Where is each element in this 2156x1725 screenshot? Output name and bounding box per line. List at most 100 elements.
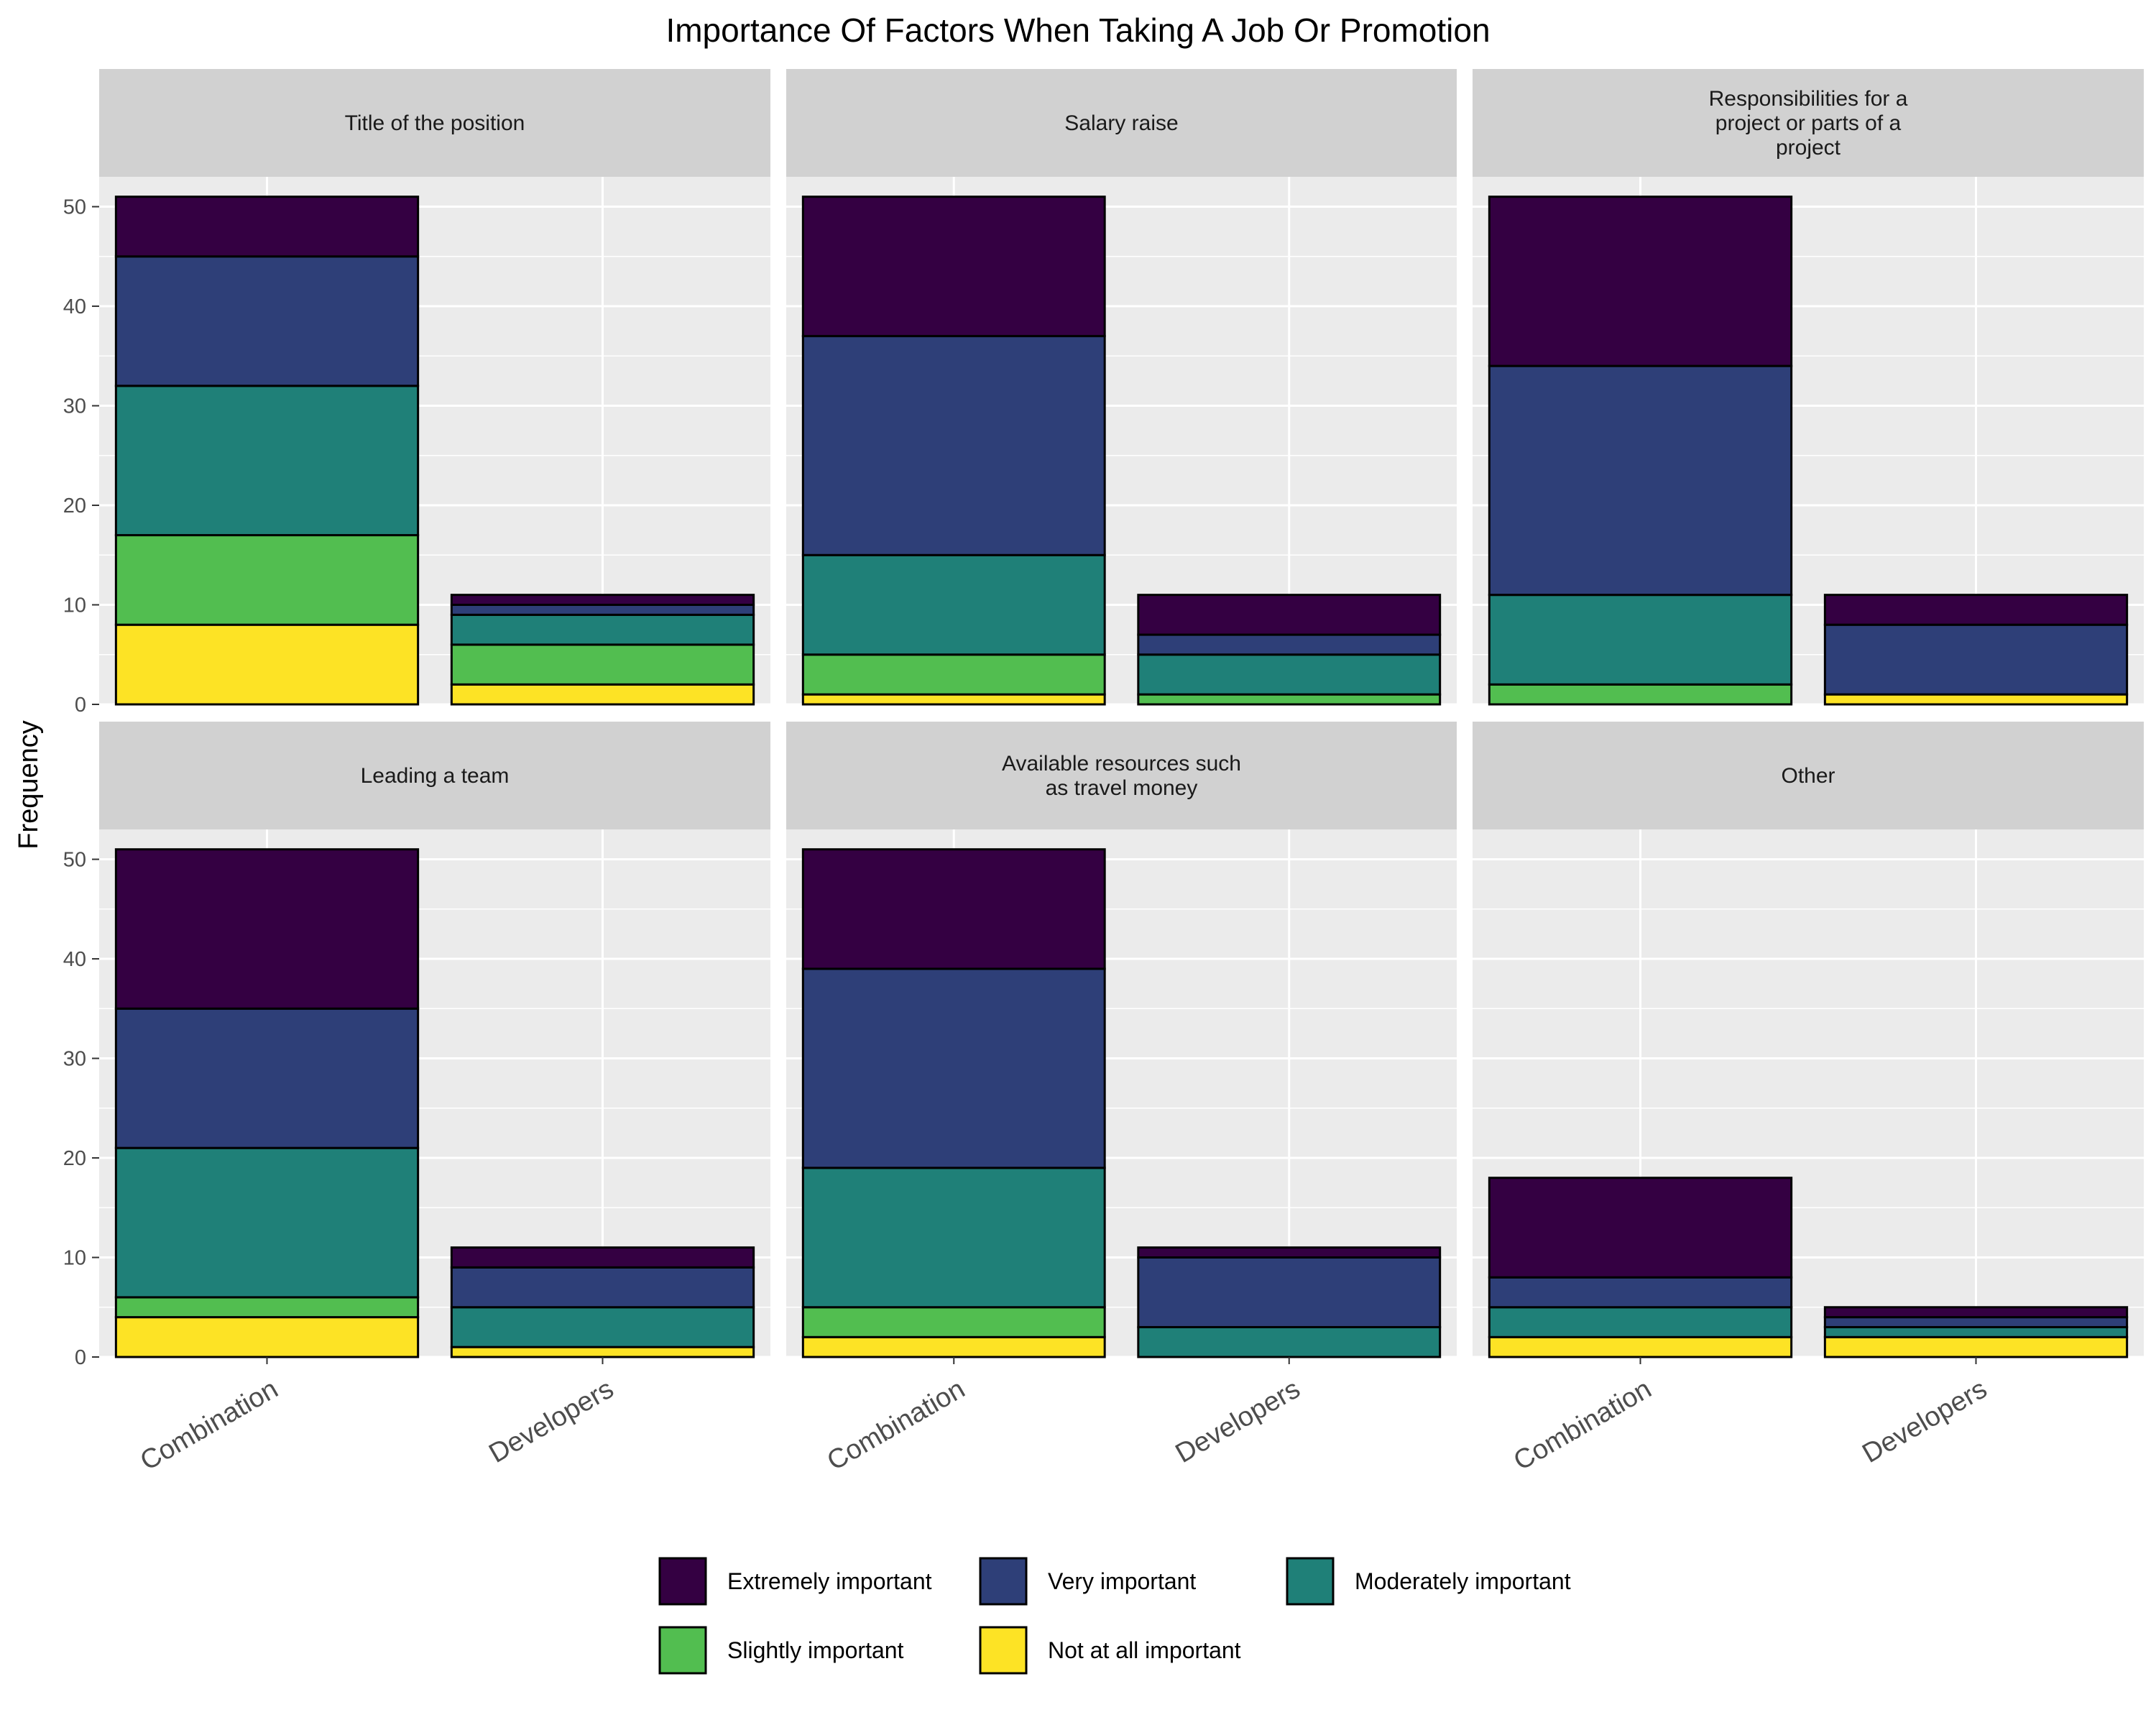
x-tick-label: Combination <box>822 1374 970 1476</box>
bar-segment: Very important: 14 <box>114 1007 420 1149</box>
y-tick-label: 50 <box>63 196 86 219</box>
y-tick-label: 20 <box>63 1147 86 1170</box>
bar-segment: Moderately important: 15 <box>114 1146 420 1299</box>
y-tick-label: 40 <box>63 295 86 318</box>
bar-segment: Very important: 23 <box>1488 364 1793 597</box>
facet-strip <box>1473 722 2144 829</box>
legend-label: Very important <box>1048 1568 1196 1594</box>
bar-segment: Very important: 20 <box>801 967 1106 1169</box>
y-tick-label: 30 <box>63 395 86 418</box>
facet-strip <box>1473 69 2144 177</box>
facet-strip <box>99 69 770 177</box>
bar-segment: Extremely important: 1 <box>450 594 755 607</box>
bar-segment: Not at all important: 2 <box>801 1335 1106 1358</box>
chart-title: Importance Of Factors When Taking A Job … <box>665 12 1490 49</box>
facet-label: Title of the position <box>345 111 525 135</box>
bar-segment: Very important: 1 <box>1823 1316 2129 1328</box>
y-tick-label: 30 <box>63 1048 86 1071</box>
bar-segment: Not at all important: 2 <box>450 683 755 706</box>
facet-strip <box>786 69 1457 177</box>
facet-label: Available resources such as travel money <box>1002 752 1241 800</box>
bar-segment: Not at all important: 2 <box>1823 1335 2129 1358</box>
bar-segment: Very important: 4 <box>450 1266 755 1309</box>
y-axis-label: Frequency <box>14 720 44 850</box>
bar-segment: Not at all important: 2 <box>1488 1335 1793 1358</box>
bar-segment: Very important: 7 <box>1137 1256 1442 1328</box>
bar-segment: Moderately important: 10 <box>801 553 1106 656</box>
bar-segment: Extremely important: 14 <box>801 196 1106 338</box>
bar-segment: Extremely important: 3 <box>1823 594 2129 626</box>
y-tick-label: 0 <box>75 1346 86 1369</box>
legend-item: Slightly important <box>658 1626 904 1675</box>
facet-label: Other <box>1781 764 1835 788</box>
legend-key <box>658 1557 707 1606</box>
bar-segment: Not at all important: 8 <box>114 623 420 706</box>
bar-segment: Extremely important: 1 <box>1137 1246 1442 1259</box>
x-tick-label: Developers <box>1858 1374 1992 1468</box>
legend-item: Very important <box>979 1557 1196 1606</box>
legend-key <box>979 1557 1028 1606</box>
bar-segment: Moderately important: 9 <box>1488 594 1793 686</box>
bar-segment: Very important: 13 <box>114 255 420 387</box>
facet-label: Salary raise <box>1064 111 1178 135</box>
bar-segment: Slightly important: 2 <box>114 1296 420 1319</box>
legend-key <box>979 1626 1028 1675</box>
bar-segment: Very important: 1 <box>450 604 755 616</box>
facet-panel: OtherNot at all important: 2Moderately i… <box>1473 722 2144 1476</box>
legend-key <box>658 1626 707 1675</box>
facet-panel: Salary raiseNot at all important: 1Sligh… <box>786 69 1457 706</box>
bar-segment: Very important: 7 <box>1823 623 2129 696</box>
bar-segment: Moderately important: 4 <box>1137 653 1442 696</box>
bar-segment: Extremely important: 1 <box>1823 1306 2129 1319</box>
bar-segment: Extremely important: 2 <box>450 1246 755 1269</box>
bar-segment: Slightly important: 4 <box>801 653 1106 696</box>
x-tick-label: Combination <box>1508 1374 1657 1476</box>
facet-strip <box>786 722 1457 829</box>
bar-segment: Very important: 2 <box>1137 633 1442 656</box>
facet-panel: Responsibilities for a project or parts o… <box>1473 69 2144 706</box>
bar-segment: Very important: 22 <box>801 335 1106 556</box>
legend-item: Moderately important <box>1286 1557 1571 1606</box>
y-tick-label: 20 <box>63 494 86 518</box>
y-tick-label: 40 <box>63 948 86 971</box>
bar-segment: Not at all important: 1 <box>801 693 1106 706</box>
facet-panel: Available resources such as travel money N… <box>786 722 1457 1476</box>
bar-segment: Extremely important: 12 <box>801 848 1106 970</box>
legend-key <box>1286 1557 1335 1606</box>
x-tick-label: Developers <box>1171 1374 1305 1468</box>
y-tick-label: 50 <box>63 849 86 872</box>
bar-segment: Extremely important: 6 <box>114 196 420 258</box>
bar-segment: Extremely important: 16 <box>114 848 420 1010</box>
bar-segment: Not at all important: 1 <box>1823 693 2129 706</box>
legend-label: Slightly important <box>727 1637 904 1663</box>
bar-segment: Moderately important: 3 <box>1488 1306 1793 1338</box>
legend: Extremely important Very important Moderat… <box>658 1557 1571 1675</box>
bar-segment: Moderately important: 4 <box>450 1306 755 1348</box>
y-tick-label: 10 <box>63 1247 86 1270</box>
bar-segment: Very important: 3 <box>1488 1276 1793 1309</box>
bar-segment: Moderately important: 3 <box>450 613 755 646</box>
facet-panel: Leading a team Not at all important: 4Sli… <box>63 722 770 1476</box>
y-tick-label: 0 <box>75 694 86 717</box>
bar-segment: Slightly important: 1 <box>1137 693 1442 706</box>
bar-segment: Slightly important: 4 <box>450 643 755 686</box>
bar-segment: Moderately important: 3 <box>1137 1325 1442 1358</box>
bar-segment: Moderately important: 15 <box>114 385 420 537</box>
bar-segment: Extremely important: 17 <box>1488 196 1793 367</box>
bar-segment: Extremely important: 4 <box>1137 594 1442 636</box>
legend-label: Extremely important <box>727 1568 932 1594</box>
facet-panel: Title of the position Not at all importan… <box>63 69 770 717</box>
bar-segment: Slightly important: 3 <box>801 1306 1106 1338</box>
legend-label: Not at all important <box>1048 1637 1241 1663</box>
legend-label: Moderately important <box>1355 1568 1571 1594</box>
bar-segment: Moderately important: 1 <box>1823 1325 2129 1338</box>
x-tick-label: Developers <box>484 1374 619 1468</box>
bar-segment: Not at all important: 4 <box>114 1316 420 1358</box>
legend-item: Extremely important <box>658 1557 932 1606</box>
legend-item: Not at all important <box>979 1626 1241 1675</box>
facet-strip <box>99 722 770 829</box>
y-tick-label: 10 <box>63 594 86 617</box>
facet-label: Leading a team <box>361 764 510 788</box>
facet-label: Responsibilities for a project or parts o… <box>1709 87 1908 160</box>
